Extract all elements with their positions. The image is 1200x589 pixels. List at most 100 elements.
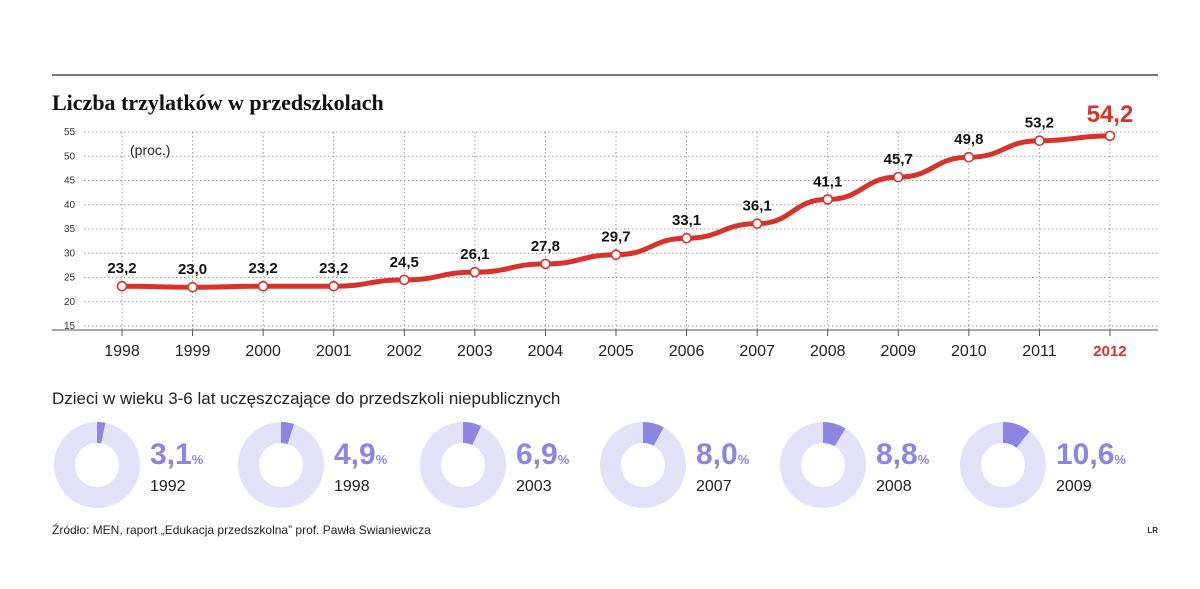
y-tick-label: 50 [64, 151, 76, 162]
donut-slice [97, 422, 106, 444]
percent-sign: % [737, 452, 750, 467]
donut-rest [54, 422, 140, 508]
data-label: 36,1 [743, 198, 772, 215]
data-label: 23,2 [319, 260, 348, 277]
donut-year: 2007 [696, 478, 732, 495]
donut-item: 8,0% 2007 [598, 420, 778, 520]
data-label: 27,8 [531, 238, 560, 255]
data-label: 23,2 [249, 260, 278, 277]
unit-label: (proc.) [130, 142, 170, 158]
data-point [751, 218, 763, 229]
data-point [1034, 135, 1045, 147]
donut-item: 8,8% 2008 [778, 420, 958, 520]
x-tick-label: 2007 [739, 343, 775, 360]
donut-value: 10,6% [1056, 438, 1126, 471]
data-label: 29,7 [601, 229, 630, 246]
donut-item: 4,9% 1998 [236, 420, 416, 520]
donut-value: 4,9% [334, 438, 388, 471]
top-rule [52, 74, 1158, 76]
data-label: 23,2 [107, 260, 136, 277]
x-tick-label: 2008 [810, 343, 846, 360]
x-tick-label: 1998 [104, 343, 140, 360]
donut-slice [463, 422, 482, 446]
donut-year: 2009 [1056, 478, 1092, 495]
donut-item: 3,1% 1992 [52, 420, 232, 520]
x-tick-label: 2001 [316, 343, 352, 360]
y-tick-label: 40 [64, 200, 76, 211]
data-point [1104, 130, 1116, 142]
series-line [119, 133, 1113, 290]
donut-item: 10,6% 2009 [958, 420, 1138, 520]
data-point [892, 171, 904, 183]
donut-chart [238, 422, 324, 508]
data-point [822, 194, 834, 205]
x-tick-label: 2009 [880, 343, 916, 360]
line-chart: 15 20 25 30 35 40 45 50 55 1998 1999 2000 2001 2002 20… [52, 101, 1158, 360]
donut-chart [780, 422, 866, 508]
donut-rest [960, 422, 1046, 508]
donut-slice [281, 422, 295, 445]
y-tick-label: 30 [64, 248, 76, 259]
donut-chart [420, 422, 506, 508]
donut-rest [780, 422, 866, 508]
percent-sign: % [375, 452, 388, 467]
donut-value: 8,8% [876, 438, 930, 471]
y-tick-label: 25 [64, 273, 76, 284]
donut-rest [420, 422, 506, 508]
data-label: 41,1 [813, 173, 842, 190]
data-point [610, 249, 622, 261]
donut-value: 6,9% [516, 438, 570, 471]
data-label: 45,7 [884, 151, 913, 168]
data-point [257, 280, 269, 292]
data-point [469, 266, 481, 278]
donut-year: 1998 [334, 478, 370, 495]
x-tick-label: 2003 [457, 343, 493, 360]
donut-value: 8,0% [696, 438, 750, 471]
data-label: 24,5 [390, 254, 419, 271]
y-tick-label: 45 [64, 176, 76, 187]
donut-year: 1992 [150, 478, 186, 495]
data-point [681, 232, 692, 244]
x-tick-label: 2006 [669, 343, 705, 360]
x-tick-label: 2012 [1093, 343, 1126, 360]
donut-slice [1003, 422, 1030, 448]
x-tick-label: 2011 [1022, 343, 1057, 360]
donut-year: 2008 [876, 478, 912, 495]
donut-slice [823, 422, 846, 447]
data-point [540, 258, 551, 270]
data-label: 54,2 [1087, 101, 1134, 128]
x-tick-label: 2002 [386, 343, 422, 360]
x-tick-label: 2005 [598, 343, 634, 360]
data-point [187, 281, 198, 293]
x-tick-label: 2010 [951, 343, 987, 360]
data-label: 23,0 [178, 261, 207, 278]
percent-sign: % [1114, 452, 1126, 467]
x-tick-label: 1999 [175, 343, 211, 360]
y-tick-label: 20 [64, 297, 76, 308]
data-point [963, 151, 975, 163]
percent-sign: % [917, 452, 930, 467]
y-tick-label: 35 [64, 224, 76, 235]
percent-sign: % [557, 452, 570, 467]
donut-chart [960, 422, 1046, 508]
donut-rest [600, 422, 686, 508]
data-label: 49,8 [954, 131, 983, 148]
data-point [398, 274, 410, 286]
source-note: Źródło: MEN, raport „Edukacja przedszkol… [52, 523, 431, 537]
donut-rest [238, 422, 324, 508]
chart-title: Liczba trzylatków w przedszkolach [52, 90, 384, 115]
author-signature: LR [1147, 526, 1158, 535]
x-tick-label: 2004 [528, 343, 564, 360]
donut-item: 6,9% 2003 [418, 420, 598, 520]
data-point [328, 280, 340, 292]
data-label: 26,1 [460, 246, 489, 263]
data-label: 53,2 [1025, 115, 1054, 132]
x-tick-label: 2000 [245, 343, 281, 360]
y-tick-label: 55 [64, 127, 76, 138]
donut-value: 3,1% [150, 438, 204, 471]
donut-chart [600, 422, 686, 508]
donut-slice [643, 422, 664, 446]
y-tick-label: 15 [64, 321, 76, 332]
data-point [116, 280, 128, 292]
donut-section-title: Dzieci w wieku 3-6 lat uczęszczające do … [52, 389, 561, 408]
